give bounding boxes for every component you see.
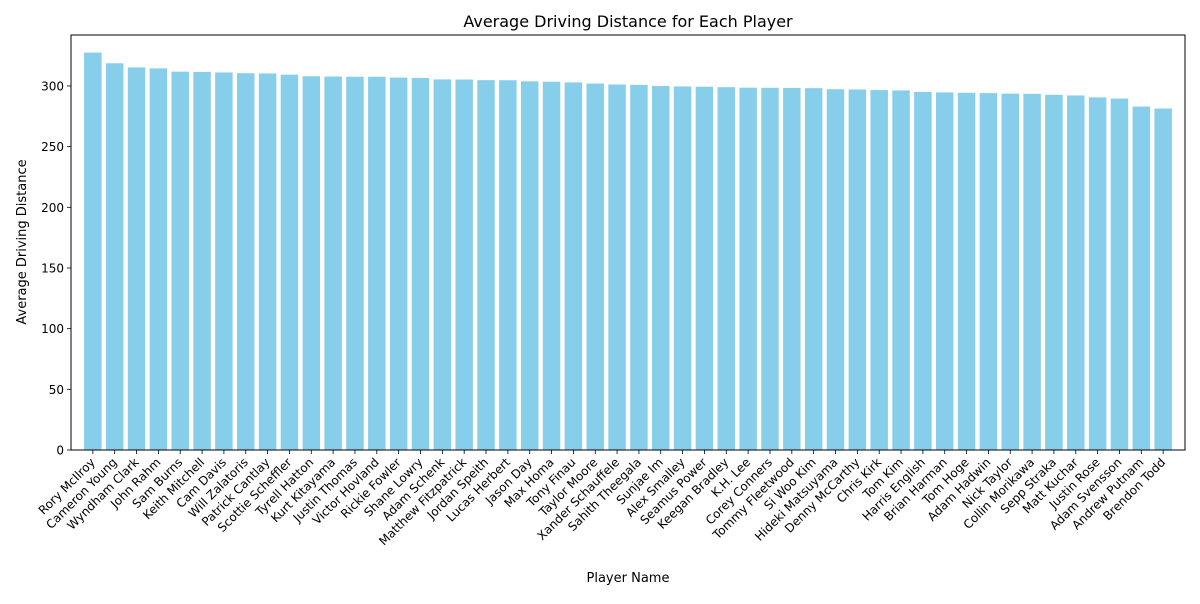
bars-group (84, 52, 1172, 451)
bar (324, 76, 342, 450)
y-tick-label: 150 (41, 261, 64, 275)
bar (608, 84, 626, 450)
y-tick-label: 250 (41, 140, 64, 154)
bar (237, 73, 255, 450)
bar (870, 90, 888, 450)
bar (105, 63, 124, 451)
y-tick-label: 0 (56, 444, 64, 458)
x-axis-label: Player Name (587, 571, 670, 586)
y-tick-label: 200 (41, 201, 64, 215)
y-tick-label: 300 (41, 79, 64, 93)
bar (630, 84, 648, 451)
bar (455, 79, 473, 450)
chart-title: Average Driving Distance for Each Player (463, 12, 793, 31)
bar (1132, 106, 1151, 450)
bar (302, 76, 321, 450)
bar (389, 77, 408, 450)
bar (542, 81, 561, 450)
bar (673, 86, 692, 450)
bar (892, 90, 910, 450)
bar (1110, 98, 1129, 450)
bar (149, 68, 168, 451)
bar (280, 74, 299, 451)
bar (783, 87, 801, 450)
bar (1088, 97, 1107, 451)
bar (499, 80, 517, 450)
bar (127, 67, 146, 451)
bar (957, 92, 976, 450)
bar (761, 87, 779, 450)
bar (215, 72, 233, 450)
bar (652, 85, 670, 451)
bar (564, 82, 583, 450)
bar (848, 89, 867, 450)
bar (695, 86, 714, 450)
bar (411, 77, 430, 451)
bar (1045, 94, 1063, 450)
bar (1067, 95, 1085, 451)
bar (1001, 93, 1019, 451)
bar (1023, 93, 1041, 450)
bar (826, 89, 845, 451)
bar (433, 79, 452, 450)
bar (193, 71, 211, 450)
plot-frame (70, 34, 1186, 451)
bar (84, 52, 102, 450)
bar (346, 76, 364, 451)
bar (979, 93, 998, 451)
bar (258, 73, 277, 450)
bar (1154, 108, 1172, 450)
y-tick-label: 50 (49, 383, 64, 397)
bar (171, 71, 189, 451)
bar (935, 92, 954, 451)
bar (586, 83, 604, 450)
y-axis-label: Average Driving Distance (15, 159, 30, 324)
y-tick-label: 100 (41, 322, 64, 336)
bar (717, 87, 736, 451)
bar (520, 81, 539, 450)
bar (804, 88, 823, 451)
bar (914, 91, 932, 450)
y-axis: 0 50 100 150 200 250 300 (41, 79, 71, 458)
bar (477, 80, 495, 450)
bar (368, 76, 386, 451)
bar (739, 87, 757, 450)
